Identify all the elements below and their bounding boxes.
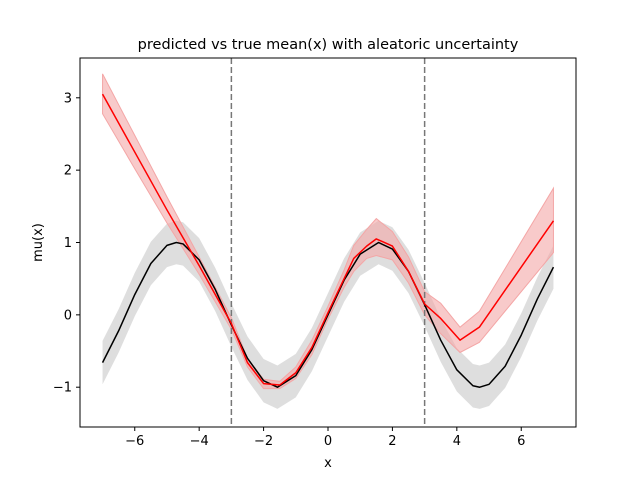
x-tick-label: −4 (190, 434, 209, 449)
x-tick-label: −2 (254, 434, 273, 449)
chart-title: predicted vs true mean(x) with aleatoric… (138, 37, 519, 53)
predicted-mean-band (102, 73, 554, 390)
y-tick-label: 3 (64, 91, 72, 106)
y-tick-label: −1 (53, 381, 72, 396)
y-tick-label: 0 (64, 308, 72, 323)
x-tick-label: 0 (324, 434, 332, 449)
x-tick-label: 4 (453, 434, 461, 449)
y-axis-label: mu(x) (31, 223, 46, 262)
predicted-mean-line (101, 93, 555, 386)
plot-area (101, 58, 555, 427)
x-tick-label: 6 (517, 434, 525, 449)
axis-ticks: −6 −4 −2 0 2 4 6 −1 0 1 2 3 (53, 91, 526, 449)
y-tick-label: 2 (64, 164, 72, 179)
true-mean-line (101, 241, 555, 388)
x-tick-label: 2 (388, 434, 396, 449)
y-tick-label: 1 (64, 236, 72, 251)
x-tick-label: −6 (125, 434, 144, 449)
x-axis-label: x (324, 456, 332, 471)
